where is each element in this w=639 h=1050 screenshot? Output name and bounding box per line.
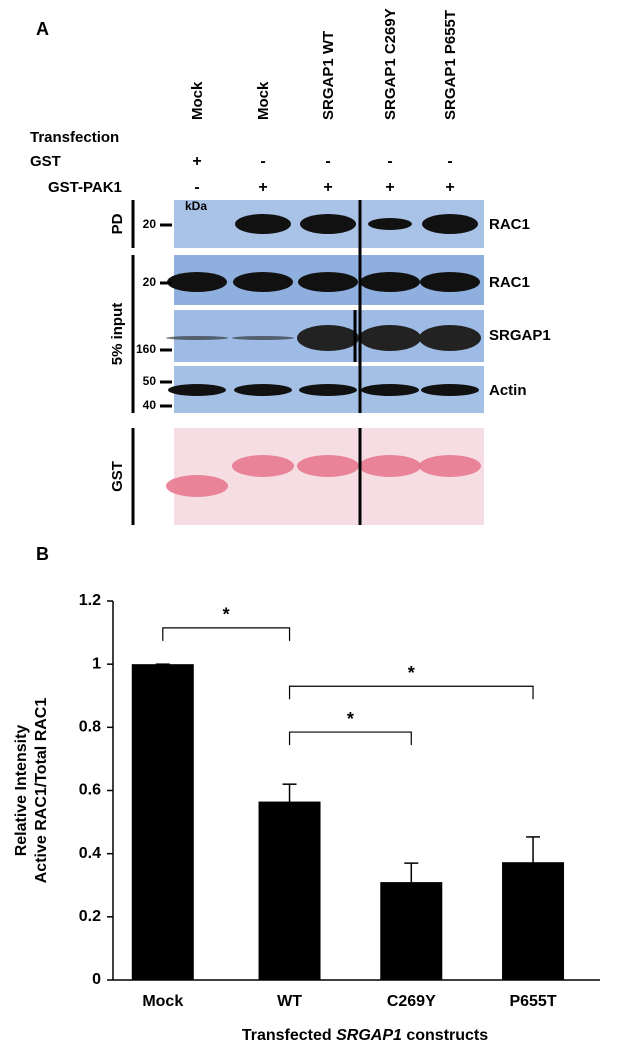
band <box>360 272 420 292</box>
lane-header: Mock <box>189 81 206 120</box>
significance-bracket <box>288 731 412 746</box>
significance-label: * <box>347 709 354 729</box>
x-axis-label: Transfected SRGAP1 constructs <box>242 1027 488 1044</box>
error-bar <box>526 836 541 863</box>
band <box>361 384 419 396</box>
band-label: SRGAP1 <box>489 327 551 344</box>
band <box>359 455 421 477</box>
bar <box>502 862 565 980</box>
sign: - <box>260 153 265 170</box>
y-tick-label: 0.4 <box>79 845 101 862</box>
sign: + <box>258 179 267 196</box>
band-label: Actin <box>489 382 527 399</box>
sign: - <box>447 153 452 170</box>
y-tick-label: 0.6 <box>79 782 101 799</box>
x-axis-label-part: Transfected <box>242 1027 336 1044</box>
y-tick-label: 1.2 <box>79 592 101 609</box>
sign: - <box>194 179 199 196</box>
significance-bracket <box>162 627 291 641</box>
band <box>168 384 226 396</box>
marker-label: 20 <box>143 217 157 231</box>
band <box>300 214 356 234</box>
bar <box>380 882 443 980</box>
y-tick-label: 0.2 <box>79 908 101 925</box>
lane-header: SRGAP1 C269Y <box>382 8 399 120</box>
band <box>299 384 357 396</box>
y-tick-label: 0.8 <box>79 719 101 736</box>
band <box>420 272 480 292</box>
band-label: RAC1 <box>489 216 530 233</box>
sign: + <box>192 153 201 170</box>
sign: + <box>385 179 394 196</box>
band <box>166 336 228 340</box>
band <box>359 325 421 351</box>
lane-header: SRGAP1 P655T <box>442 10 459 120</box>
band <box>419 455 481 477</box>
marker-label: 160 <box>136 342 156 356</box>
significance-label: * <box>223 605 230 625</box>
band <box>368 218 412 230</box>
x-tick-label: Mock <box>142 993 183 1010</box>
y-axis-label: Active RAC1/Total RAC1 <box>33 698 50 884</box>
bar <box>131 664 194 980</box>
panel-label: A <box>36 19 49 39</box>
x-axis-label-part: SRGAP1 <box>336 1027 402 1044</box>
group-label: PD <box>109 213 126 234</box>
lane-header: SRGAP1 WT <box>320 31 337 120</box>
significance-bracket <box>288 685 534 700</box>
band <box>166 475 228 497</box>
y-tick-label: 1 <box>92 655 101 672</box>
band <box>422 214 478 234</box>
band-label: RAC1 <box>489 274 530 291</box>
band <box>232 455 294 477</box>
row-label: GST-PAK1 <box>48 179 122 196</box>
band <box>297 325 359 351</box>
x-tick-label: P655T <box>509 993 556 1010</box>
sign: - <box>325 153 330 170</box>
bar <box>258 801 321 980</box>
lane-header: Mock <box>255 81 272 120</box>
group-label: GST <box>109 461 126 492</box>
band <box>232 336 294 340</box>
marker-label: kDa <box>185 199 207 213</box>
band <box>419 325 481 351</box>
band <box>233 272 293 292</box>
band <box>234 384 292 396</box>
error-bar <box>282 783 297 802</box>
band <box>297 455 359 477</box>
y-tick-label: 0 <box>92 971 101 988</box>
sign: + <box>323 179 332 196</box>
band <box>235 214 291 234</box>
x-tick-label: WT <box>277 993 302 1010</box>
x-tick-label: C269Y <box>387 993 436 1010</box>
group-label: 5% input <box>109 303 126 366</box>
band <box>421 384 479 396</box>
marker-label: 40 <box>143 398 157 412</box>
panel-label: B <box>36 544 49 564</box>
x-axis-label-part: constructs <box>402 1027 488 1044</box>
row-label: Transfection <box>30 129 119 146</box>
row-label: GST <box>30 153 61 170</box>
error-bar <box>404 862 419 883</box>
sign: + <box>445 179 454 196</box>
marker-label: 50 <box>143 374 157 388</box>
sign: - <box>387 153 392 170</box>
significance-label: * <box>408 663 415 683</box>
y-axis-label: Relative Intensity <box>13 725 30 857</box>
band <box>167 272 227 292</box>
marker-label: 20 <box>143 275 157 289</box>
band <box>298 272 358 292</box>
